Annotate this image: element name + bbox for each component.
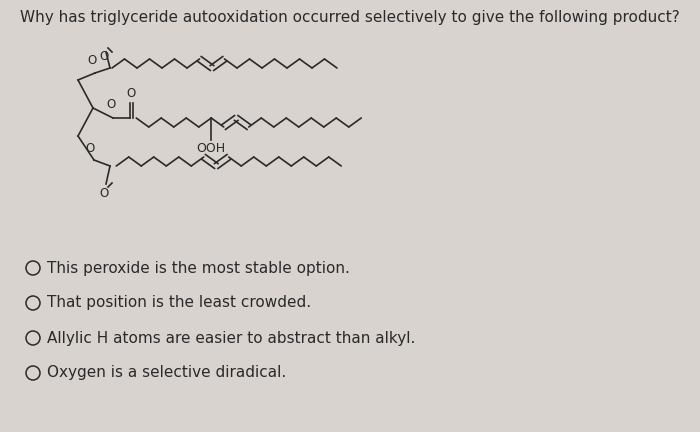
Text: Why has triglyceride autooxidation occurred selectively to give the following pr: Why has triglyceride autooxidation occur… (20, 10, 680, 25)
Text: O: O (88, 54, 97, 67)
Text: OOH: OOH (197, 142, 226, 155)
Text: O: O (85, 142, 94, 155)
Text: O: O (99, 187, 108, 200)
Text: O: O (127, 87, 136, 100)
Text: That position is the least crowded.: That position is the least crowded. (47, 295, 311, 311)
Text: This peroxide is the most stable option.: This peroxide is the most stable option. (47, 260, 350, 276)
Text: Oxygen is a selective diradical.: Oxygen is a selective diradical. (47, 365, 286, 381)
Text: O: O (106, 98, 116, 111)
Text: O: O (99, 50, 108, 63)
Text: Allylic H atoms are easier to abstract than alkyl.: Allylic H atoms are easier to abstract t… (47, 330, 415, 346)
